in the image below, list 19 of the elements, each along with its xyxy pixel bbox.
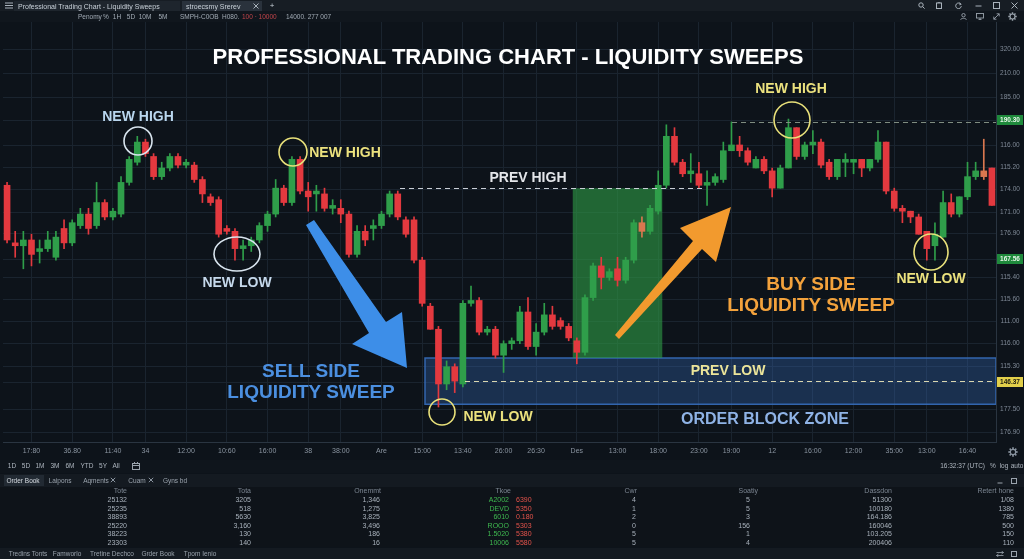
annotation: NEW HIGH (309, 143, 381, 160)
annotation: SELL SIDE LIQUIDITY SWEEP (227, 359, 396, 402)
candlestick (980, 138, 988, 180)
text: + (269, 0, 275, 10)
candlestick (239, 239, 247, 261)
candlestick (703, 170, 711, 206)
annotation: NEW LOW (202, 273, 273, 290)
annotation: BUY SIDE LIQUIDITY SWEEP (727, 272, 896, 315)
text: NEW LOW (463, 407, 534, 424)
annotation: NEW LOW (896, 269, 967, 286)
annotation: NEW HIGH (102, 107, 174, 124)
ref-line-label: PREV LOW (690, 362, 767, 379)
candlestick (467, 285, 475, 307)
text: NEW HIGH (755, 79, 827, 96)
band-label: ORDER BLOCK ZONE (681, 409, 850, 427)
chart-title: PROFESSIONAL TRADING CHART - LIQUIDITY SWEEPS (212, 44, 804, 70)
candlestick (337, 199, 345, 224)
candlestick (304, 182, 312, 212)
ref-line-label: PREV HIGH (489, 169, 567, 186)
